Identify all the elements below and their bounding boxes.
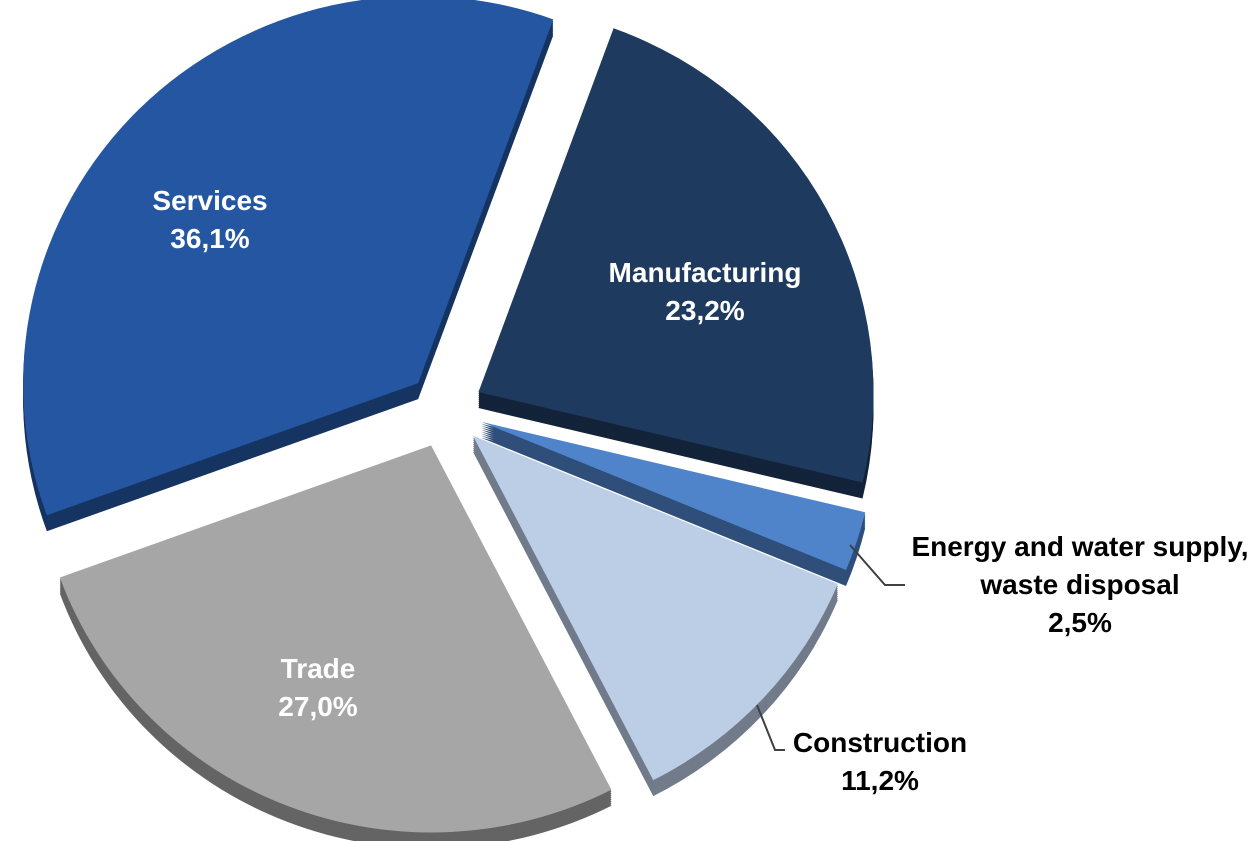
slice — [478, 28, 874, 483]
category-name: Energy and water supply, waste disposal — [911, 531, 1248, 600]
slice-label: Manufacturing 23,2% — [575, 254, 835, 330]
value-label: 2,5% — [1048, 607, 1112, 638]
leader-line — [849, 544, 905, 586]
value-label: 27,0% — [278, 691, 358, 722]
leader-line — [756, 704, 785, 751]
slice-label: Construction 11,2% — [750, 724, 1010, 800]
value-label: 36,1% — [170, 223, 250, 254]
category-name: Trade — [280, 653, 356, 684]
slice-label: Services 36,1% — [80, 182, 340, 258]
category-name: Construction — [792, 727, 968, 758]
value-label: 23,2% — [665, 295, 745, 326]
slice-label: Trade 27,0% — [188, 650, 448, 726]
slice — [59, 445, 612, 833]
slice — [23, 0, 554, 516]
slice — [481, 421, 866, 571]
value-label: 11,2% — [841, 765, 919, 796]
category-name: Services — [152, 185, 268, 216]
slice — [472, 435, 838, 781]
slice-label: Energy and water supply, waste disposal 2… — [910, 528, 1248, 642]
category-name: Manufacturing — [608, 257, 802, 288]
